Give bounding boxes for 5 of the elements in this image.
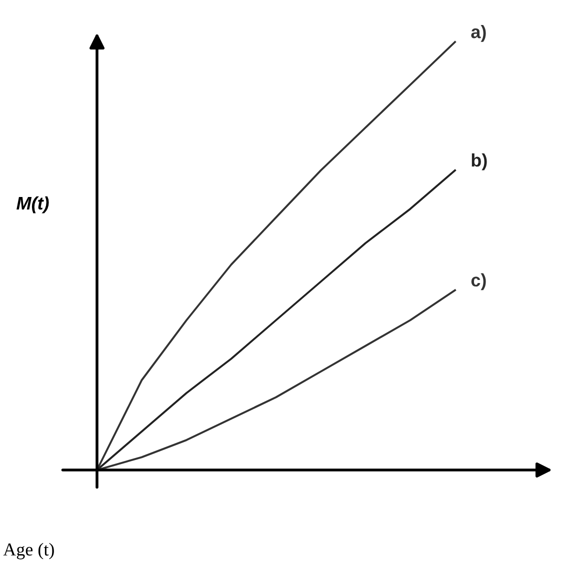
- series-label: c): [471, 273, 486, 290]
- series-label: a): [471, 25, 486, 42]
- y-axis-title: M(t): [16, 196, 49, 214]
- series-label: b): [472, 153, 487, 170]
- x-axis-title: Age (t): [3, 542, 54, 560]
